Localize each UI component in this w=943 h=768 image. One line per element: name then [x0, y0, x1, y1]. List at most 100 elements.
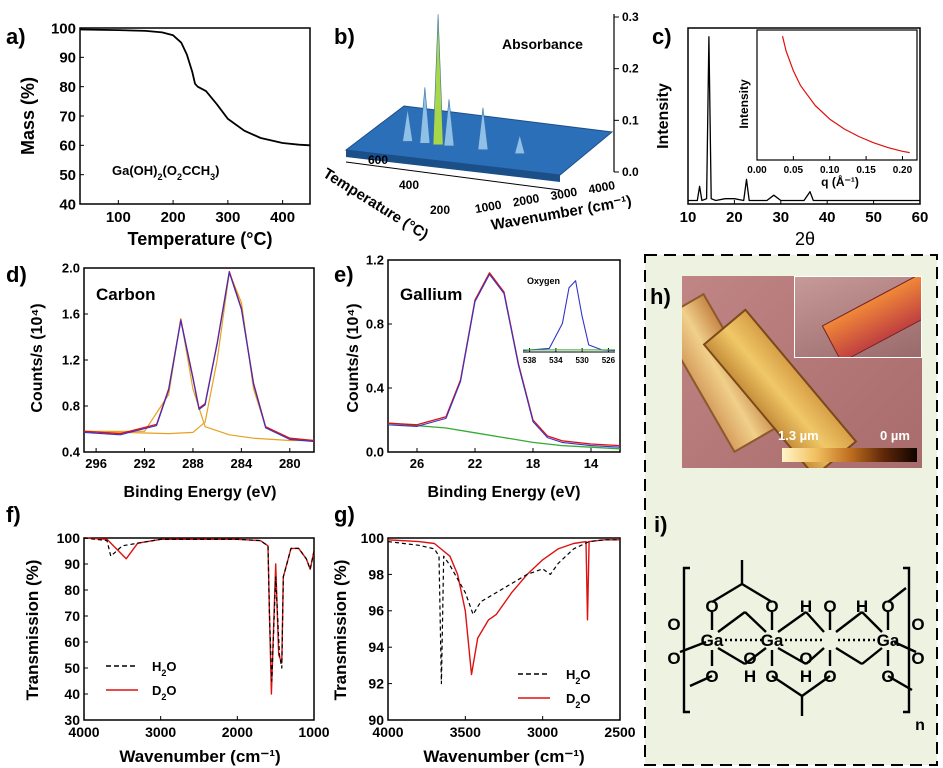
- scale-min-label: 0 µm: [880, 428, 910, 443]
- atom-o: O: [911, 649, 924, 668]
- y-axis-label: Transmission (%): [23, 560, 42, 701]
- saxs-curve: [781, 36, 910, 154]
- bond: [717, 611, 746, 633]
- y-tick-label: 100: [51, 20, 76, 37]
- legend-label-d2o: D2O: [566, 691, 591, 710]
- x-tick-label: 526: [602, 356, 616, 365]
- x-axis-label: 2θ: [795, 229, 815, 249]
- x-tick-label: 14: [584, 456, 599, 471]
- inset-series-group: [522, 280, 616, 352]
- x-tick-label: 22: [468, 456, 482, 471]
- x-tick-label: 292: [134, 456, 156, 471]
- y-ticks: 0.0 0.4 0.8 1.2: [366, 253, 392, 460]
- absorbance-peak: [419, 87, 431, 144]
- atom-o: O: [823, 667, 836, 686]
- y-tick-label: 94: [368, 639, 384, 655]
- bond: [744, 647, 767, 665]
- x-tick-label: 30: [772, 209, 789, 226]
- x-tick-label: 60: [912, 209, 929, 226]
- fit-envelope: [83, 272, 315, 443]
- y-tick-label: 80: [64, 582, 80, 598]
- left-bracket: [682, 566, 690, 714]
- x-tick-label: 280: [279, 456, 301, 471]
- legend-label-h2o: H2O: [152, 659, 177, 678]
- tga-mass-curve: [79, 28, 311, 147]
- y-axis-label: Temperature (°C): [320, 165, 431, 243]
- x-axis-line: [345, 161, 561, 191]
- panel-a: a) 100 200 300 400 40 50 60 70 80 90 100 Temperat…: [6, 20, 311, 249]
- legend: H2O D2O: [518, 667, 591, 710]
- series-group: [688, 36, 920, 202]
- bond: [717, 646, 746, 666]
- x-axis-label: Wavenumber (cm⁻¹): [423, 747, 584, 766]
- z-tick-label: 0.0: [622, 165, 639, 179]
- x-tick-label: 296: [85, 456, 107, 471]
- y-tick-label: 80: [59, 79, 76, 96]
- panel-b: b) Absorbance 0.0 0.1 0.2 0.3 1000 2000 3000 4…: [320, 10, 639, 243]
- inset-frame: [523, 270, 615, 352]
- y-tick-label: 1.6: [62, 307, 80, 322]
- panel-letter-b: b): [334, 24, 355, 49]
- atom-ga: Ga: [877, 631, 900, 650]
- x-tick-label: 1000: [298, 724, 329, 740]
- x-tick-label: 0.15: [856, 165, 876, 176]
- x-tick-label: 26: [410, 456, 424, 471]
- inset-title: Oxygen: [527, 276, 560, 286]
- atom-o: O: [667, 649, 680, 668]
- y-tick-label: 50: [59, 167, 76, 184]
- atom-ga: Ga: [761, 631, 784, 650]
- x-tick-label: 2000: [512, 191, 541, 209]
- panel-letter-e: e): [334, 262, 354, 287]
- spectrum-title: Carbon: [96, 285, 156, 304]
- x-tick-label: 50: [865, 209, 882, 226]
- x-tick-label: 3500: [450, 724, 481, 740]
- y-tick-label: 90: [64, 556, 80, 572]
- bond: [805, 647, 825, 665]
- surface-front-edge: [346, 150, 560, 182]
- y-tick-label: 40: [59, 196, 76, 213]
- spectrum-title: Gallium: [400, 285, 462, 304]
- y-tick-label: 60: [59, 138, 76, 155]
- y-axis-label: Transmission (%): [331, 560, 350, 701]
- structure-atoms: O O H O H O O O Ga Ga Ga O O O O H O H O…: [667, 597, 925, 734]
- atom-o: O: [799, 649, 812, 668]
- x-tick-label: 0.20: [893, 165, 913, 176]
- series-d2o: [387, 539, 620, 676]
- x-tick-label: 4000: [68, 724, 99, 740]
- z-axis-label: Absorbance: [502, 36, 583, 52]
- bond: [771, 675, 803, 697]
- legend: H2O D2O: [106, 659, 177, 702]
- x-ticks: 1000 2000 3000 4000: [474, 178, 617, 216]
- baseline: [387, 422, 621, 450]
- bond: [744, 611, 767, 633]
- y-ticks: 40 50 60 70 80 90 100: [51, 20, 84, 213]
- x-tick-label: 0.05: [784, 165, 804, 176]
- series-h2o: [83, 537, 315, 682]
- x-tick-label: 4000: [587, 178, 616, 196]
- y-ticks: 200 400 600: [368, 153, 450, 217]
- panel-c: c) 10 20 30 40 50 60 2θ Intensity 0.00 0.05 0.1…: [652, 24, 928, 249]
- legend-label-h2o: H2O: [566, 667, 591, 686]
- x-axis-label: Wavenumber (cm⁻¹): [119, 747, 280, 766]
- x-axis-label: Binding Energy (eV): [124, 484, 277, 501]
- y-ticks: 90 92 94 96 98 100: [361, 530, 392, 728]
- panel-letter-c: c): [652, 24, 672, 49]
- atom-o: O: [881, 597, 894, 616]
- atom-o: O: [705, 667, 718, 686]
- atom-o: O: [705, 597, 718, 616]
- y-axis-label: Intensity: [655, 83, 672, 149]
- panel-letter-h: h): [650, 284, 671, 309]
- y-tick-label: 60: [64, 634, 80, 650]
- afm-inset-image: [794, 276, 922, 358]
- series-d2o: [83, 537, 315, 695]
- bond: [835, 646, 863, 666]
- bond: [777, 646, 807, 666]
- z-tick-label: 0.1: [622, 113, 639, 127]
- plot-frame: [387, 537, 621, 721]
- x-tick-label: 0.10: [820, 165, 840, 176]
- y-tick-label: 50: [64, 660, 80, 676]
- x-tick-label: 3000: [527, 724, 558, 740]
- series-group: [83, 270, 315, 443]
- y-tick-label: 0.4: [62, 445, 81, 460]
